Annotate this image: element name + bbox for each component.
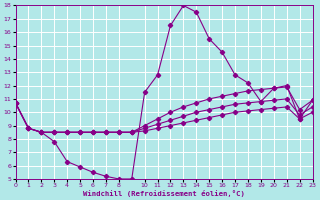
X-axis label: Windchill (Refroidissement éolien,°C): Windchill (Refroidissement éolien,°C) [83,190,245,197]
